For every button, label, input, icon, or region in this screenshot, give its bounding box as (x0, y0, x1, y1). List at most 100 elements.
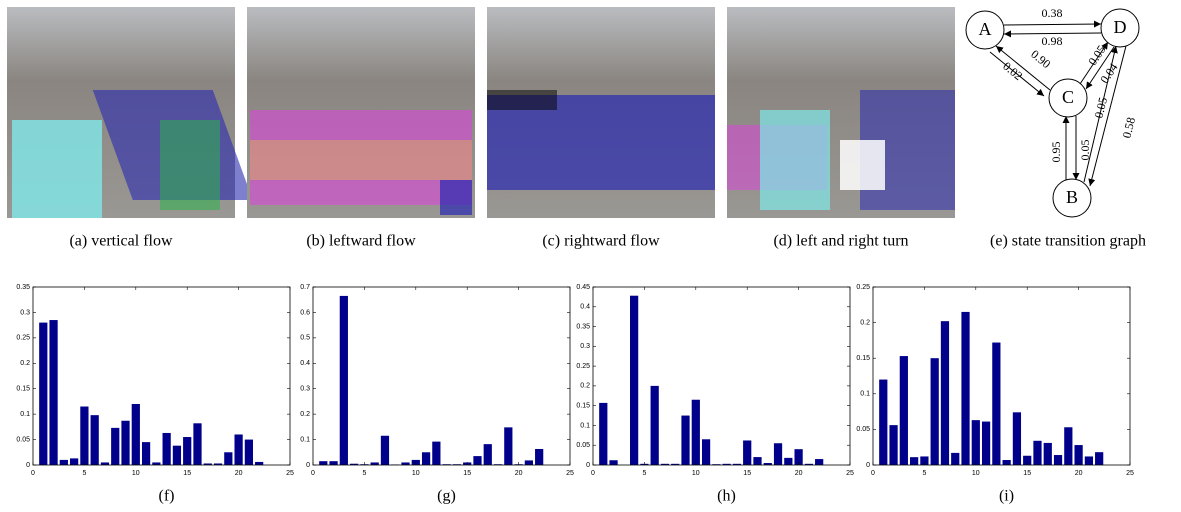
y-tick-label: 0.2 (860, 319, 870, 326)
bar (193, 423, 202, 465)
edge-label: 0.90 (1028, 47, 1053, 71)
bar (401, 462, 410, 465)
bar (172, 445, 182, 465)
bar (224, 452, 233, 465)
bar (681, 415, 690, 465)
caption: (a) vertical flow (69, 233, 173, 250)
bar (121, 420, 130, 465)
bar (1023, 455, 1032, 465)
bar (183, 437, 192, 465)
y-tick-label: 0.1 (20, 411, 30, 418)
y-tick-label: 0.3 (580, 343, 590, 350)
caption: (e) state transition graph (990, 233, 1146, 250)
bar (1074, 445, 1083, 465)
bar (691, 399, 700, 465)
bar (899, 356, 908, 465)
bar (339, 295, 348, 465)
bar (49, 320, 58, 465)
edge (1088, 45, 1127, 187)
x-tick-label: 20 (515, 470, 523, 477)
bar (794, 449, 803, 465)
node-label: C (1062, 87, 1074, 107)
bar (660, 463, 670, 465)
bar (152, 462, 161, 465)
bar (671, 463, 680, 465)
photo-d (727, 7, 955, 218)
y-tick-label: 0 (306, 462, 310, 469)
bar (773, 443, 783, 465)
y-tick-label: 0.3 (300, 386, 310, 393)
bar (763, 463, 772, 465)
y-tick-label: 0.35 (576, 323, 590, 330)
x-tick-label: 10 (692, 470, 700, 477)
bar (39, 322, 48, 465)
state-graph (965, 8, 1140, 218)
bar (609, 460, 618, 465)
edge (989, 51, 1045, 97)
caption: (g) (437, 488, 456, 505)
x-tick-label: 0 (871, 470, 875, 477)
bar (940, 321, 950, 465)
photo-a (7, 7, 253, 218)
x-tick-label: 25 (566, 470, 574, 477)
bar (203, 463, 212, 465)
bar (162, 432, 171, 465)
x-tick-label: 20 (235, 470, 243, 477)
bar (992, 342, 1001, 465)
edge (1079, 41, 1109, 85)
y-tick-label: 0.05 (856, 426, 870, 433)
bar (432, 441, 441, 465)
y-tick-label: 0.4 (580, 304, 590, 311)
edge (1003, 30, 1102, 38)
bar (350, 463, 359, 465)
y-tick-label: 0.15 (16, 386, 30, 393)
x-tick-label: 5 (922, 470, 926, 477)
y-tick-label: 0.5 (300, 335, 310, 342)
bar (90, 415, 99, 465)
y-tick-label: 0.15 (856, 355, 870, 362)
x-tick-label: 5 (362, 470, 366, 477)
bar (1053, 455, 1063, 465)
caption: (b) leftward flow (306, 233, 416, 250)
bar (951, 452, 960, 465)
bar (701, 439, 711, 465)
y-tick-label: 0.4 (300, 360, 310, 367)
bar (380, 435, 390, 465)
bar (630, 295, 639, 465)
edge-label: 0.02 (1000, 59, 1025, 83)
y-tick-label: 0.05 (576, 442, 590, 449)
x-tick-label: 5 (642, 470, 646, 477)
node (965, 10, 1005, 50)
y-tick-label: 0.1 (580, 422, 590, 429)
y-tick-label: 0.25 (16, 335, 30, 342)
bar (1043, 442, 1052, 465)
bar (131, 403, 140, 465)
bar (329, 461, 338, 465)
x-tick-label: 0 (311, 470, 315, 477)
x-tick-label: 15 (183, 470, 191, 477)
bar (70, 458, 79, 465)
bar (244, 439, 253, 465)
x-tick-label: 15 (1023, 470, 1031, 477)
y-tick-label: 0 (586, 462, 590, 469)
bar (524, 460, 533, 465)
bar (784, 457, 793, 465)
x-tick-label: 10 (412, 470, 420, 477)
node (1100, 8, 1140, 48)
axes-box (32, 286, 291, 466)
bar (1033, 440, 1042, 465)
caption: (i) (999, 488, 1014, 505)
bar (234, 434, 243, 465)
axes-box (312, 286, 571, 466)
bar (930, 358, 939, 465)
bar (473, 456, 482, 465)
y-tick-label: 0.25 (856, 284, 870, 291)
bar (732, 463, 742, 465)
caption: (h) (717, 488, 736, 505)
edge (1003, 20, 1102, 28)
y-tick-label: 0.2 (580, 383, 590, 390)
bar (141, 442, 151, 465)
bar (111, 427, 120, 465)
y-tick-label: 0.3 (20, 309, 30, 316)
